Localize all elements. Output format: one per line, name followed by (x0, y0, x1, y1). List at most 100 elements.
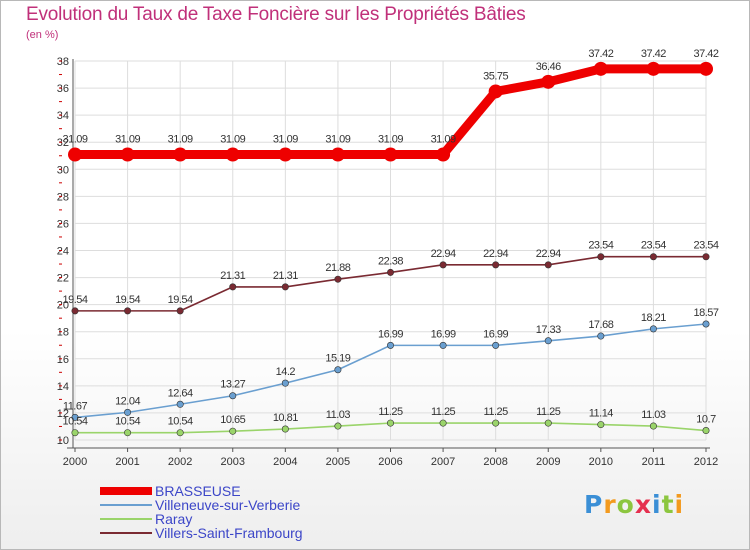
data-point (492, 341, 500, 349)
logo-letter: r (603, 490, 617, 519)
logo-letter: i (652, 490, 662, 519)
data-point (597, 332, 605, 340)
data-label: 21.31 (220, 270, 245, 282)
data-label: 15.19 (325, 353, 350, 365)
data-label: 37.42 (641, 48, 666, 60)
data-point (225, 147, 240, 162)
data-point (176, 400, 184, 408)
y-tick-label: 32 (57, 137, 69, 149)
data-point (330, 147, 345, 162)
logo-letter: i (674, 490, 685, 519)
data-point (124, 307, 132, 315)
y-tick-label: 28 (57, 191, 69, 203)
y-tick-label: 24 (57, 246, 69, 258)
x-tick-label: 2009 (536, 456, 560, 468)
y-tick-label: 36 (57, 83, 69, 95)
data-label: 21.88 (325, 262, 350, 274)
data-point (124, 408, 132, 416)
data-label: 31.09 (378, 134, 403, 146)
data-label: 23.54 (641, 240, 666, 252)
chart-title: Evolution du Taux de Taxe Foncière sur l… (26, 4, 526, 25)
data-point (281, 283, 289, 291)
logo-letter: x (634, 490, 652, 519)
data-label: 19.54 (168, 294, 193, 306)
x-tick-label: 2006 (378, 456, 402, 468)
x-tick-label: 2010 (589, 456, 613, 468)
legend-item: BRASSEUSE (100, 484, 303, 498)
data-point (278, 147, 293, 162)
data-point (544, 261, 552, 269)
x-tick-label: 2000 (63, 456, 87, 468)
data-label: 22.94 (431, 248, 456, 260)
x-tick-label: 2007 (431, 456, 455, 468)
data-label: 10.7 (696, 414, 716, 426)
legend-item: Raray (100, 512, 303, 526)
data-point (541, 74, 556, 89)
data-label: 23.54 (588, 240, 613, 252)
data-point (334, 366, 342, 374)
y-tick-label: 34 (57, 110, 69, 122)
x-tick-label: 2005 (326, 456, 350, 468)
data-point (436, 147, 451, 162)
data-point (597, 421, 605, 429)
data-point (386, 419, 394, 427)
x-tick-label: 2011 (642, 456, 666, 468)
data-label: 13.27 (220, 379, 245, 391)
data-point (492, 261, 500, 269)
data-point (702, 427, 710, 435)
legend-swatch (100, 504, 152, 506)
data-point (124, 429, 132, 437)
y-tick-label: 22 (57, 273, 69, 285)
data-label: 14.2 (276, 366, 296, 378)
x-tick-label: 2008 (483, 456, 507, 468)
data-point (176, 429, 184, 437)
data-point (229, 427, 237, 435)
data-point (176, 307, 184, 315)
data-point (439, 261, 447, 269)
data-point (334, 275, 342, 283)
x-tick-label: 2012 (694, 456, 718, 468)
data-label: 11.03 (641, 409, 666, 421)
data-label: 12.64 (168, 387, 193, 399)
y-tick-label: 14 (57, 381, 69, 393)
data-point (71, 413, 79, 421)
data-label: 31.09 (62, 134, 87, 146)
logo-letter: t (661, 490, 675, 519)
data-point (544, 419, 552, 427)
data-label: 31.09 (115, 134, 140, 146)
data-label: 23.54 (693, 240, 718, 252)
data-point (492, 419, 500, 427)
data-point (702, 320, 710, 328)
data-label: 16.99 (483, 328, 508, 340)
data-label: 31.09 (325, 134, 350, 146)
logo-letter: P (584, 490, 604, 519)
data-label: 31.09 (273, 134, 298, 146)
data-label: 37.42 (693, 48, 718, 60)
data-label: 11.25 (536, 406, 561, 418)
data-label: 17.68 (588, 319, 613, 331)
data-label: 19.54 (115, 294, 140, 306)
data-point (71, 307, 79, 315)
y-tick-label: 16 (57, 354, 69, 366)
y-tick-label: 12 (57, 408, 69, 420)
data-label: 37.42 (588, 48, 613, 60)
data-point (593, 61, 608, 76)
data-point (173, 147, 188, 162)
x-tick-label: 2004 (273, 456, 297, 468)
legend-label: Raray (155, 511, 193, 527)
data-point (597, 253, 605, 261)
data-label: 22.94 (483, 248, 508, 260)
data-label: 11.03 (326, 409, 351, 421)
data-label: 12.04 (115, 395, 140, 407)
legend-label: Villeneuve-sur-Verberie (155, 497, 301, 513)
legend-label: BRASSEUSE (155, 483, 241, 499)
legend-swatch (100, 487, 152, 495)
data-label: 31.09 (220, 134, 245, 146)
y-tick-label: 20 (57, 300, 69, 312)
data-label: 22.94 (536, 248, 561, 260)
data-label: 10.54 (168, 416, 193, 428)
data-label: 22.38 (378, 255, 403, 267)
data-label: 11.67 (63, 400, 88, 412)
data-label: 35.75 (483, 70, 508, 82)
